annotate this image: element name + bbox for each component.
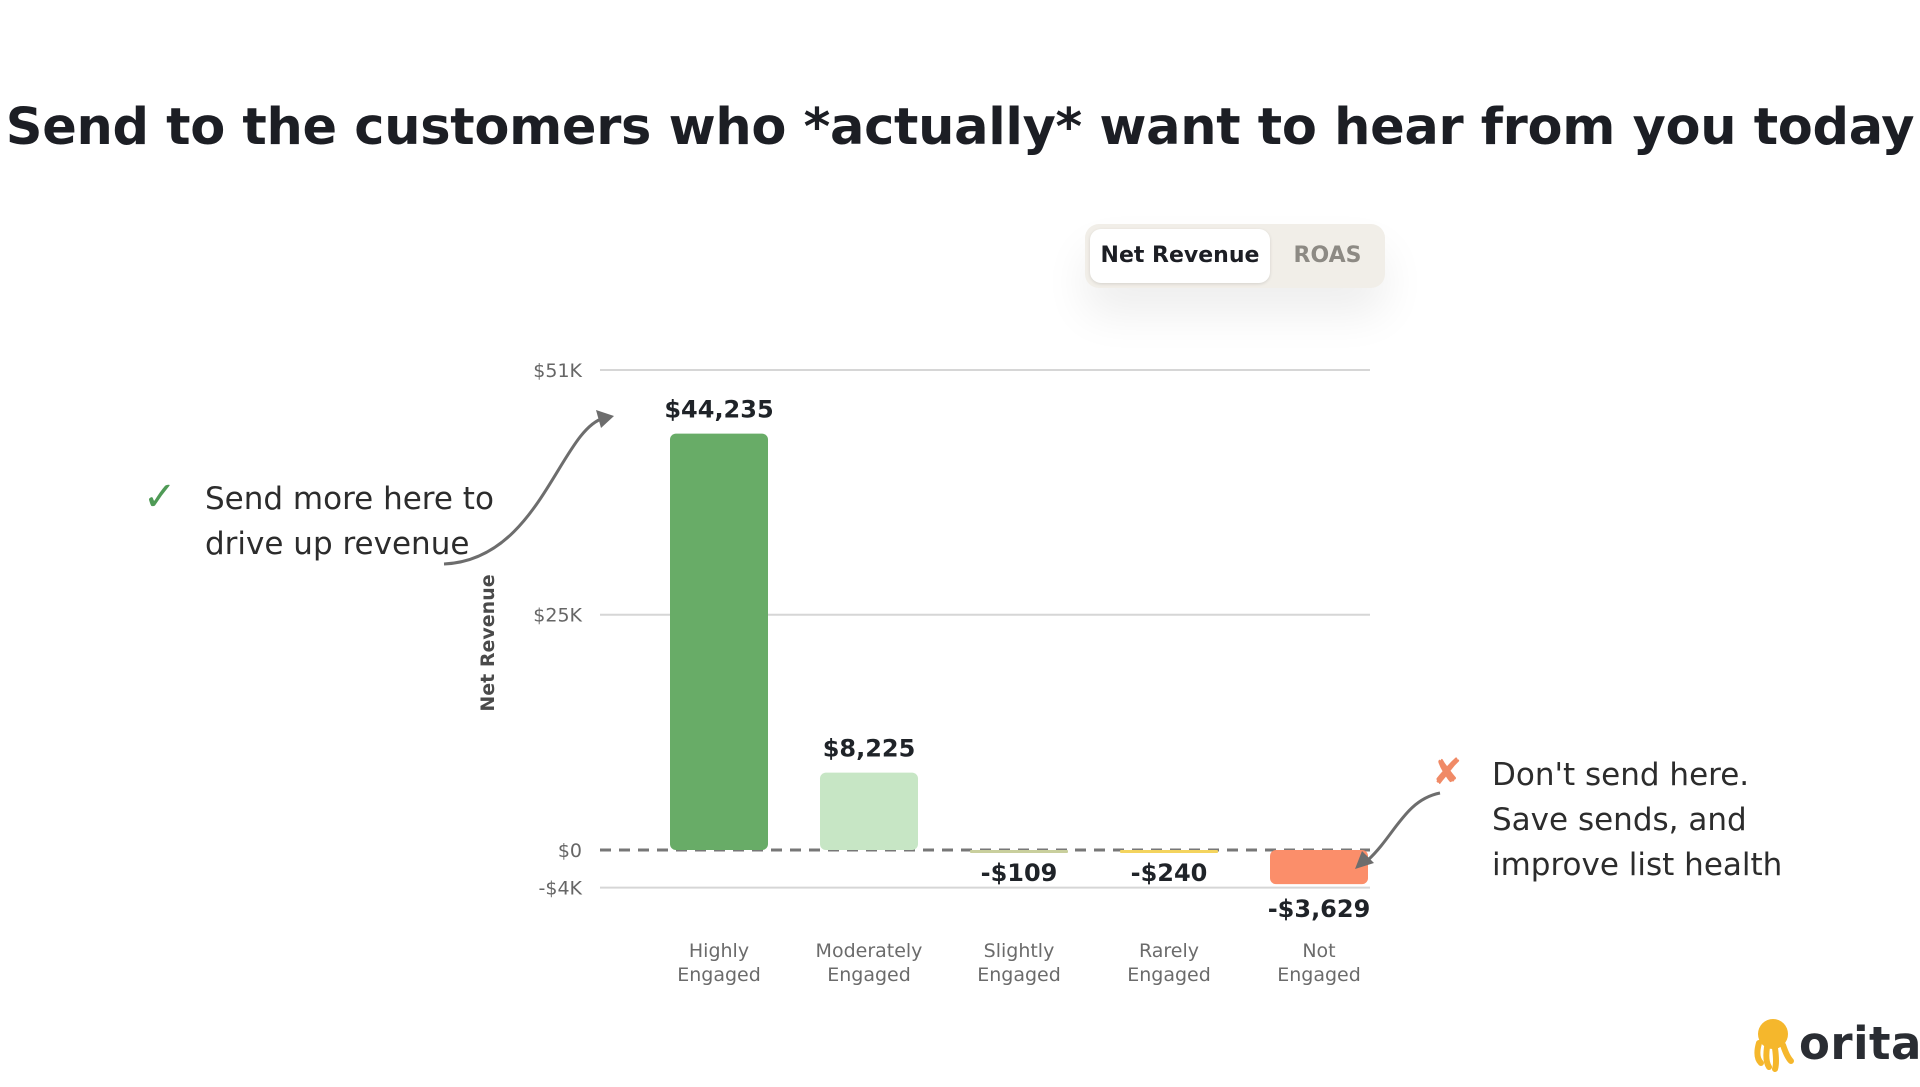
bar-value-label: $8,225 xyxy=(823,735,916,763)
x-tick-label: Engaged xyxy=(1127,964,1211,986)
x-tick-label: Highly xyxy=(689,940,749,962)
arrow-right-curve xyxy=(1366,791,1441,862)
bar xyxy=(970,850,1068,853)
x-tick-label: Moderately xyxy=(816,940,923,962)
x-tick-label: Engaged xyxy=(677,964,761,986)
y-axis-label: Net Revenue xyxy=(477,574,499,711)
cross-icon: ✘ xyxy=(1432,752,1463,793)
x-tick-label: Not xyxy=(1302,940,1335,962)
bar xyxy=(820,772,918,850)
octopus-logo-icon xyxy=(1754,1019,1794,1072)
x-tick-label: Engaged xyxy=(1277,964,1361,986)
y-tick-label: $25K xyxy=(533,605,582,627)
y-tick-label: $51K xyxy=(533,360,582,382)
toggle-roas[interactable]: ROAS xyxy=(1293,243,1362,268)
metric-toggle: Net Revenue ROAS xyxy=(1085,224,1385,288)
arrow-left-curve xyxy=(443,416,605,566)
bar-value-label: -$240 xyxy=(1131,859,1208,887)
arrow-right-head xyxy=(1355,851,1374,869)
bar-value-label: $44,235 xyxy=(664,396,773,424)
x-tick-label: Engaged xyxy=(827,964,911,986)
y-tick-label: $0 xyxy=(558,840,582,862)
annotation-send-more: Send more here to drive up revenue xyxy=(205,481,494,562)
bar-value-label: -$3,629 xyxy=(1268,895,1371,923)
page-title: Send to the customers who *actually* wan… xyxy=(5,98,1915,157)
x-tick-label: Engaged xyxy=(977,964,1061,986)
toggle-net-revenue[interactable]: Net Revenue xyxy=(1090,229,1270,283)
brand-logo-text: orita xyxy=(1799,1017,1920,1070)
bar-value-label: -$109 xyxy=(981,859,1058,887)
bar xyxy=(1120,850,1218,853)
x-tick-label: Rarely xyxy=(1139,940,1199,962)
check-icon: ✓ xyxy=(143,474,177,520)
x-tick-label: Slightly xyxy=(984,940,1055,962)
annotation-dont-send: Don't send here. Save sends, and improve… xyxy=(1492,757,1783,883)
bar xyxy=(1270,850,1368,885)
bar xyxy=(670,433,768,850)
arrow-left-head xyxy=(596,410,614,428)
y-tick-label: -$4K xyxy=(539,878,583,900)
